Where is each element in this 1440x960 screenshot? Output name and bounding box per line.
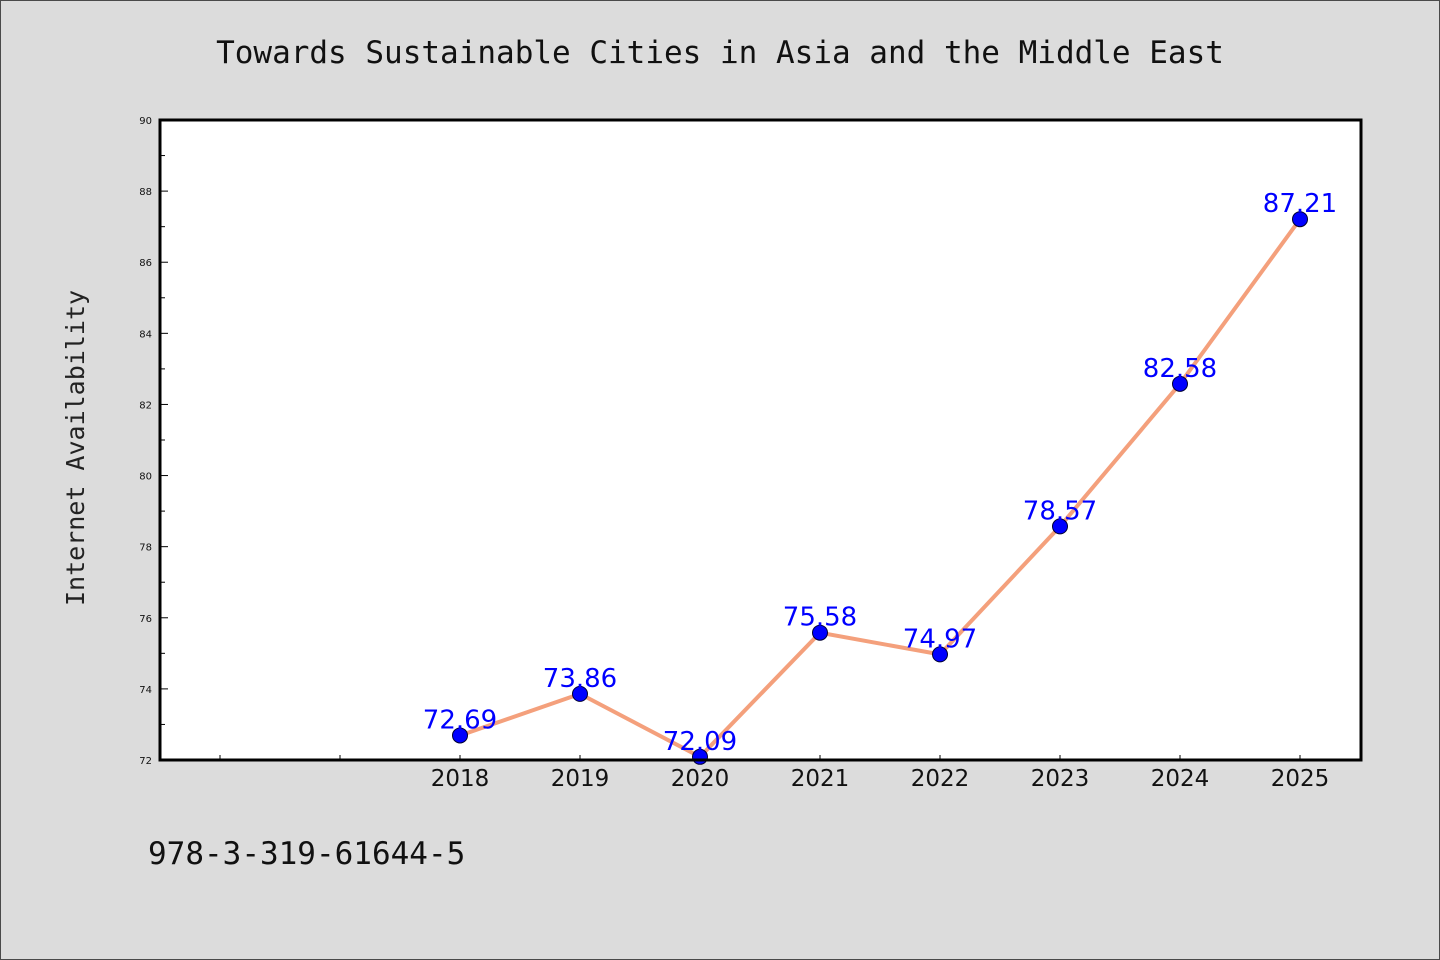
x-tick-label: 2022 — [911, 766, 970, 792]
x-tick-label: 2020 — [671, 766, 730, 792]
plot-border — [158, 118, 1363, 762]
y-tick-label: 72 — [139, 756, 152, 767]
x-tick-label: 2025 — [1271, 766, 1330, 792]
x-tick-label: 2024 — [1151, 766, 1210, 792]
data-point — [1052, 518, 1068, 535]
chart-marks: 72 74 76 78 80 82 84 86 88 90 2018 2019 2020 2021 2022… — [139, 116, 1337, 792]
data-point — [452, 727, 468, 744]
y-tick-label: 84 — [139, 329, 152, 340]
x-tick-label: 2023 — [1031, 766, 1090, 792]
series-line — [458, 217, 1302, 759]
data-label: 82.58 — [1143, 354, 1217, 384]
x-tick-label: 2019 — [551, 766, 610, 792]
y-tick-label: 74 — [139, 685, 152, 696]
isbn-text: 978-3-319-61644-5 — [148, 836, 465, 872]
data-point — [932, 646, 948, 663]
y-tick-label: 78 — [139, 543, 152, 554]
data-label: 78.57 — [1023, 496, 1097, 526]
y-tick-label: 88 — [139, 187, 152, 198]
y-tick-label: 82 — [139, 400, 152, 411]
y-tick-label: 76 — [139, 614, 152, 625]
data-label: 73.86 — [543, 664, 617, 694]
y-axis-label: Internet Availability — [61, 290, 90, 606]
y-tick-label: 90 — [139, 116, 152, 127]
plot-area — [160, 120, 1361, 760]
data-label: 75.58 — [783, 603, 857, 633]
data-label: 87.21 — [1263, 189, 1337, 219]
data-point — [1292, 211, 1308, 228]
data-label: 72.69 — [423, 705, 497, 735]
chart-title: Towards Sustainable Cities in Asia and t… — [216, 35, 1224, 71]
y-tick-label: 80 — [139, 472, 152, 483]
y-tick-label: 86 — [139, 258, 152, 269]
x-tick-label: 2018 — [431, 766, 490, 792]
x-tick-label: 2021 — [791, 766, 850, 792]
data-label: 74.97 — [903, 624, 977, 654]
data-label: 72.09 — [663, 727, 737, 757]
data-point — [812, 624, 828, 641]
data-point — [572, 685, 588, 702]
data-point — [1172, 375, 1188, 392]
